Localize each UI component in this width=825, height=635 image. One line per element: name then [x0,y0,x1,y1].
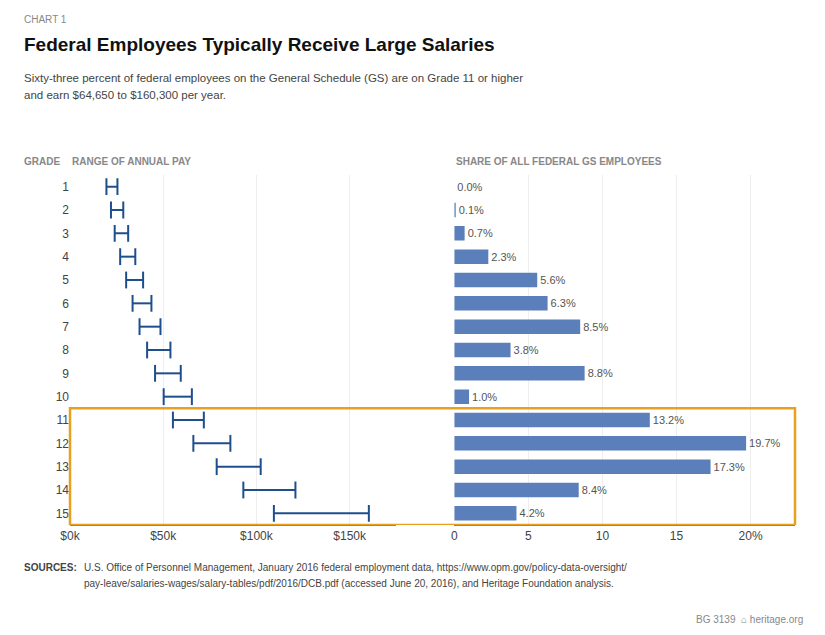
svg-text:5.6%: 5.6% [540,274,565,286]
svg-text:3.8%: 3.8% [514,344,539,356]
svg-text:0.1%: 0.1% [459,204,484,216]
svg-text:Federal Employees Typically Re: Federal Employees Typically Receive Larg… [24,34,495,55]
svg-text:13: 13 [56,460,70,474]
svg-text:8.8%: 8.8% [588,367,613,379]
svg-text:2.3%: 2.3% [491,251,516,263]
svg-text:SOURCES:: SOURCES: [24,562,77,573]
svg-text:10: 10 [56,390,70,404]
svg-text:1.0%: 1.0% [472,391,497,403]
svg-text:Sixty-three percent of federal: Sixty-three percent of federal employees… [24,72,523,84]
svg-text:17.3%: 17.3% [714,461,745,473]
svg-text:6: 6 [62,297,69,311]
svg-text:11: 11 [57,413,70,427]
svg-text:8.4%: 8.4% [582,484,607,496]
svg-text:8.5%: 8.5% [583,321,608,333]
svg-text:$100k: $100k [240,529,274,543]
svg-text:9: 9 [62,367,69,381]
svg-text:20%: 20% [739,529,763,543]
svg-text:7: 7 [62,320,69,334]
svg-text:14: 14 [56,483,70,497]
svg-text:pay-leave/salaries-wages/salar: pay-leave/salaries-wages/salary-tables/p… [84,578,614,589]
svg-text:4: 4 [62,250,69,264]
svg-text:5: 5 [62,273,69,287]
svg-text:SHARE OF ALL FEDERAL GS EMPLOY: SHARE OF ALL FEDERAL GS EMPLOYEES [456,156,662,167]
svg-text:12: 12 [56,437,70,451]
svg-text:5: 5 [525,529,532,543]
svg-text:4.2%: 4.2% [519,507,544,519]
svg-text:$0k: $0k [60,529,80,543]
svg-text:RANGE OF ANNUAL PAY: RANGE OF ANNUAL PAY [72,156,191,167]
svg-text:and earn $64,650 to $160,300 p: and earn $64,650 to $160,300 per year. [24,89,226,101]
svg-text:GRADE: GRADE [24,156,60,167]
svg-text:6.3%: 6.3% [551,297,576,309]
svg-text:3: 3 [62,227,69,241]
svg-text:2: 2 [62,203,69,217]
svg-text:0.7%: 0.7% [468,227,493,239]
svg-text:U.S. Office of Personnel Manag: U.S. Office of Personnel Management, Jan… [84,562,627,573]
svg-text:15: 15 [56,507,70,521]
svg-text:13.2%: 13.2% [653,414,684,426]
svg-text:10: 10 [596,529,610,543]
svg-text:1: 1 [62,180,69,194]
svg-text:8: 8 [62,343,69,357]
svg-text:19.7%: 19.7% [749,437,780,449]
svg-text:$150k: $150k [333,529,367,543]
svg-text:15: 15 [670,529,684,543]
svg-text:0.0%: 0.0% [457,181,482,193]
svg-text:$50k: $50k [150,529,177,543]
svg-text:0: 0 [451,529,458,543]
svg-text:CHART 1: CHART 1 [24,14,67,25]
svg-text:BG 3139 ⌂ heritage.org: BG 3139 ⌂ heritage.org [696,614,803,625]
